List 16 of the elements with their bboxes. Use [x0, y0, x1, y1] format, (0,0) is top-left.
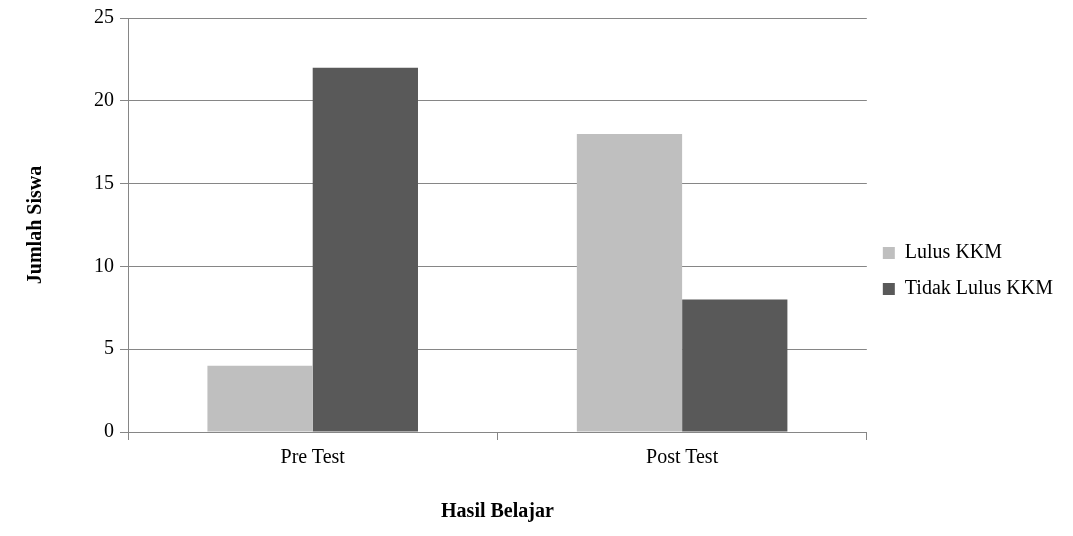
x-axis-title: Hasil Belajar	[441, 499, 554, 523]
y-tick-label: 25	[94, 5, 114, 28]
y-tick-label: 5	[104, 336, 114, 359]
bar	[207, 365, 313, 432]
x-tick-label: Pre Test	[280, 445, 346, 468]
y-tick-label: 15	[94, 170, 114, 193]
bar	[312, 67, 418, 432]
x-tick-label: Post Test	[646, 445, 719, 468]
y-tick-label: 20	[94, 88, 114, 111]
bar	[576, 133, 683, 432]
y-axis-title: Jumlah Siswa	[23, 165, 46, 285]
legend-label: Lulus KKM	[904, 240, 1003, 263]
legend-label: Tidak Lulus KKM	[904, 276, 1054, 299]
y-tick-label: 10	[94, 253, 114, 276]
y-tick-label: 0	[104, 419, 114, 442]
bar	[682, 299, 788, 432]
